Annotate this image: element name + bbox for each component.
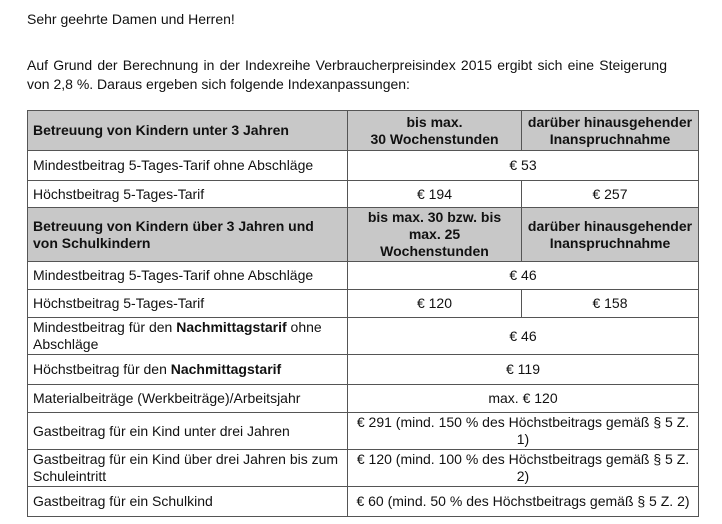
row-label: Mindestbeitrag 5-Tages-Tarif ohne Abschl… [27,261,348,290]
header-label: Betreuung von Kindern unter 3 Jahren [27,110,348,151]
row-label: Höchstbeitrag für den Nachmittagstarif [27,354,348,385]
row-value: € 119 [347,354,699,385]
row-label: Mindestbeitrag für den Nachmittagstarif … [27,317,348,355]
row-value: € 46 [347,261,699,290]
table-row: Höchstbeitrag für den Nachmittagstarif €… [27,354,699,385]
row-value: € 60 (mind. 50 % des Höchstbeitrags gemä… [347,486,699,517]
header-col2: darüber hinausgehender Inanspruchnahme [521,207,699,262]
row-label: Mindestbeitrag 5-Tages-Tarif ohne Abschl… [27,150,348,181]
header-col1: bis max. 30 Wochenstunden [347,110,522,151]
table-row: Mindestbeitrag für den Nachmittagstarif … [27,317,699,355]
intro-paragraph: Auf Grund der Berechnung in der Indexrei… [27,57,667,92]
table-row: Gastbeitrag für ein Kind über drei Jahre… [27,449,699,487]
row-label: Höchstbeitrag 5-Tages-Tarif [27,289,348,318]
table-row: Höchstbeitrag 5-Tages-Tarif € 194 € 257 [27,180,699,208]
row-label: Gastbeitrag für ein Kind unter drei Jahr… [27,412,348,450]
row-value-2: € 158 [521,289,699,318]
greeting: Sehr geehrte Damen und Herren! [27,11,235,27]
row-label: Gastbeitrag für ein Kind über drei Jahre… [27,449,348,487]
header-col2: darüber hinausgehender Inanspruchnahme [521,110,699,151]
row-value-1: € 120 [347,289,522,318]
row-value: € 120 (mind. 100 % des Höchstbeitrags ge… [347,449,699,487]
row-label: Gastbeitrag für ein Schulkind [27,486,348,517]
table-header-under-3: Betreuung von Kindern unter 3 Jahren bis… [27,110,699,151]
table-row: Höchstbeitrag 5-Tages-Tarif € 120 € 158 [27,289,699,318]
row-value: max. € 120 [347,384,699,413]
row-value: € 53 [347,150,699,181]
table-header-over-3: Betreuung von Kindern über 3 Jahren und … [27,207,699,262]
row-label: Höchstbeitrag 5-Tages-Tarif [27,180,348,208]
table-row: Mindestbeitrag 5-Tages-Tarif ohne Abschl… [27,261,699,290]
row-value-2: € 257 [521,180,699,208]
row-value: € 291 (mind. 150 % des Höchstbeitrags ge… [347,412,699,450]
header-label: Betreuung von Kindern über 3 Jahren und … [27,207,348,262]
header-col1: bis max. 30 bzw. bis max. 25 Wochenstund… [347,207,522,262]
row-value: € 46 [347,317,699,355]
table-row: Gastbeitrag für ein Schulkind € 60 (mind… [27,486,699,517]
row-label: Materialbeiträge (Werkbeiträge)/Arbeitsj… [27,384,348,413]
table-row: Mindestbeitrag 5-Tages-Tarif ohne Abschl… [27,150,699,181]
table-row: Materialbeiträge (Werkbeiträge)/Arbeitsj… [27,384,699,413]
table-row: Gastbeitrag für ein Kind unter drei Jahr… [27,412,699,450]
fee-table: Betreuung von Kindern unter 3 Jahren bis… [27,110,699,517]
row-value-1: € 194 [347,180,522,208]
